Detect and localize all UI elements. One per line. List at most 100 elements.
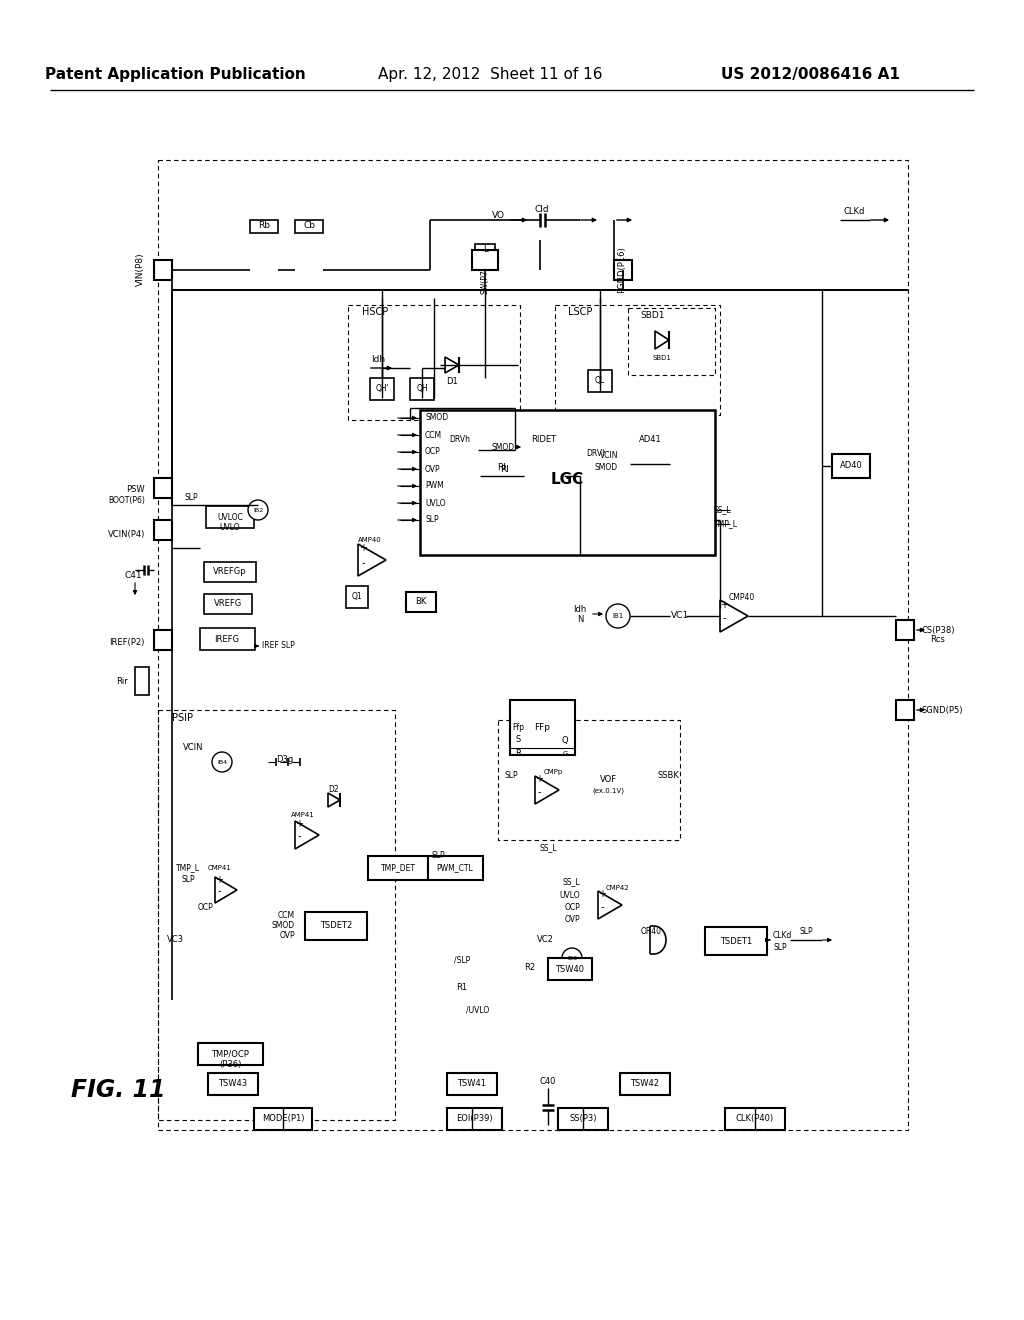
Text: TSW43: TSW43 [218, 1080, 248, 1089]
Bar [705, 927, 767, 954]
Text: R2: R2 [524, 964, 536, 973]
Text: SMOD: SMOD [595, 462, 618, 471]
Circle shape [212, 752, 232, 772]
Text: CLK(P40): CLK(P40) [736, 1114, 774, 1123]
Text: (P36): (P36) [219, 1060, 242, 1068]
Bar [370, 378, 394, 400]
Text: CMPp: CMPp [544, 770, 562, 775]
Text: SLP: SLP [799, 928, 813, 936]
Text: QH': QH' [375, 384, 389, 393]
Bar [420, 411, 715, 554]
Text: CMP41: CMP41 [208, 865, 231, 871]
Text: CLKd: CLKd [844, 207, 864, 216]
Bar [548, 958, 592, 979]
Bar [204, 594, 252, 614]
Text: Q: Q [562, 735, 568, 744]
Circle shape [562, 948, 582, 968]
Text: UVLO: UVLO [559, 891, 580, 900]
Text: SS(P3): SS(P3) [569, 1114, 597, 1123]
Text: /SLP: /SLP [454, 956, 470, 965]
Polygon shape [445, 356, 459, 374]
Text: SLP: SLP [184, 492, 198, 502]
Polygon shape [295, 821, 319, 849]
Text: TSW40: TSW40 [555, 965, 585, 974]
Bar [368, 855, 428, 880]
Text: +: + [295, 818, 303, 829]
Text: +: + [215, 875, 223, 884]
Text: DRVh: DRVh [450, 436, 470, 445]
Text: VCIN(P4): VCIN(P4) [108, 531, 145, 540]
Text: QH: QH [416, 384, 428, 393]
Text: VIN(P8): VIN(P8) [136, 252, 145, 286]
Bar [831, 454, 870, 478]
Text: R1: R1 [457, 983, 468, 993]
Text: TSDET2: TSDET2 [319, 921, 352, 931]
Bar [447, 1073, 497, 1096]
Text: D2: D2 [329, 785, 339, 795]
Bar [154, 260, 172, 280]
Text: CCM: CCM [425, 430, 442, 440]
Bar [254, 1107, 312, 1130]
Text: SBD1: SBD1 [652, 355, 672, 360]
Text: SW(P7): SW(P7) [480, 267, 489, 294]
Text: UVLOC: UVLOC [217, 512, 243, 521]
Text: Patent Application Publication: Patent Application Publication [45, 67, 305, 82]
Bar [305, 912, 367, 940]
Text: D1: D1 [446, 376, 458, 385]
Text: HSCP: HSCP [362, 308, 388, 317]
Bar [295, 220, 323, 234]
Text: +: + [598, 888, 606, 899]
Bar [630, 428, 670, 451]
Text: -: - [600, 902, 604, 912]
Text: Q1: Q1 [351, 593, 362, 602]
Text: OVP: OVP [280, 932, 295, 940]
Text: MODE(P1): MODE(P1) [262, 1114, 304, 1123]
Text: OCP: OCP [198, 903, 214, 912]
Text: Idh: Idh [371, 355, 385, 364]
Text: +: + [359, 543, 367, 553]
Text: OVP: OVP [564, 916, 580, 924]
Text: VCIN: VCIN [599, 451, 618, 461]
Text: RIDET: RIDET [531, 436, 557, 445]
Text: N: N [577, 615, 584, 624]
Bar [198, 1043, 263, 1065]
Bar [428, 855, 483, 880]
Text: SS_L: SS_L [562, 878, 580, 887]
Text: Cld: Cld [535, 206, 549, 214]
Bar [204, 562, 256, 582]
Text: IB4: IB4 [217, 759, 227, 764]
Text: SLP: SLP [181, 874, 195, 883]
Text: Rb: Rb [258, 222, 270, 231]
Circle shape [606, 605, 630, 628]
Bar [725, 1107, 785, 1130]
Text: Apr. 12, 2012  Sheet 11 of 16: Apr. 12, 2012 Sheet 11 of 16 [378, 67, 602, 82]
Text: /UVLO: /UVLO [466, 1006, 489, 1015]
Text: Ffp: Ffp [512, 723, 524, 733]
Text: RI: RI [498, 462, 507, 471]
Text: C41: C41 [124, 570, 142, 579]
Text: OR40: OR40 [640, 928, 662, 936]
Text: +: + [535, 774, 543, 784]
Text: AD41: AD41 [639, 436, 662, 445]
Text: SLP: SLP [505, 771, 518, 780]
Text: TSW42: TSW42 [631, 1080, 659, 1089]
Text: BOOT(P6): BOOT(P6) [109, 495, 145, 504]
Bar [346, 586, 368, 609]
Text: PWM: PWM [425, 482, 443, 491]
Bar [200, 628, 255, 649]
Bar [406, 591, 436, 612]
Text: IREFG: IREFG [214, 635, 240, 644]
Text: VREFGp: VREFGp [213, 568, 247, 577]
Text: LSCP: LSCP [568, 308, 592, 317]
Text: OCP: OCP [564, 903, 580, 912]
Polygon shape [655, 331, 669, 348]
Bar [510, 700, 575, 755]
Text: +: + [720, 601, 728, 610]
Polygon shape [358, 544, 386, 576]
Text: TMP/OCP: TMP/OCP [211, 1049, 249, 1059]
Text: SGND(P5): SGND(P5) [922, 705, 964, 714]
Text: TMP_DET: TMP_DET [381, 863, 416, 873]
Text: CCM: CCM [278, 912, 295, 920]
Bar [447, 1107, 502, 1130]
Text: CS(P38): CS(P38) [922, 626, 955, 635]
